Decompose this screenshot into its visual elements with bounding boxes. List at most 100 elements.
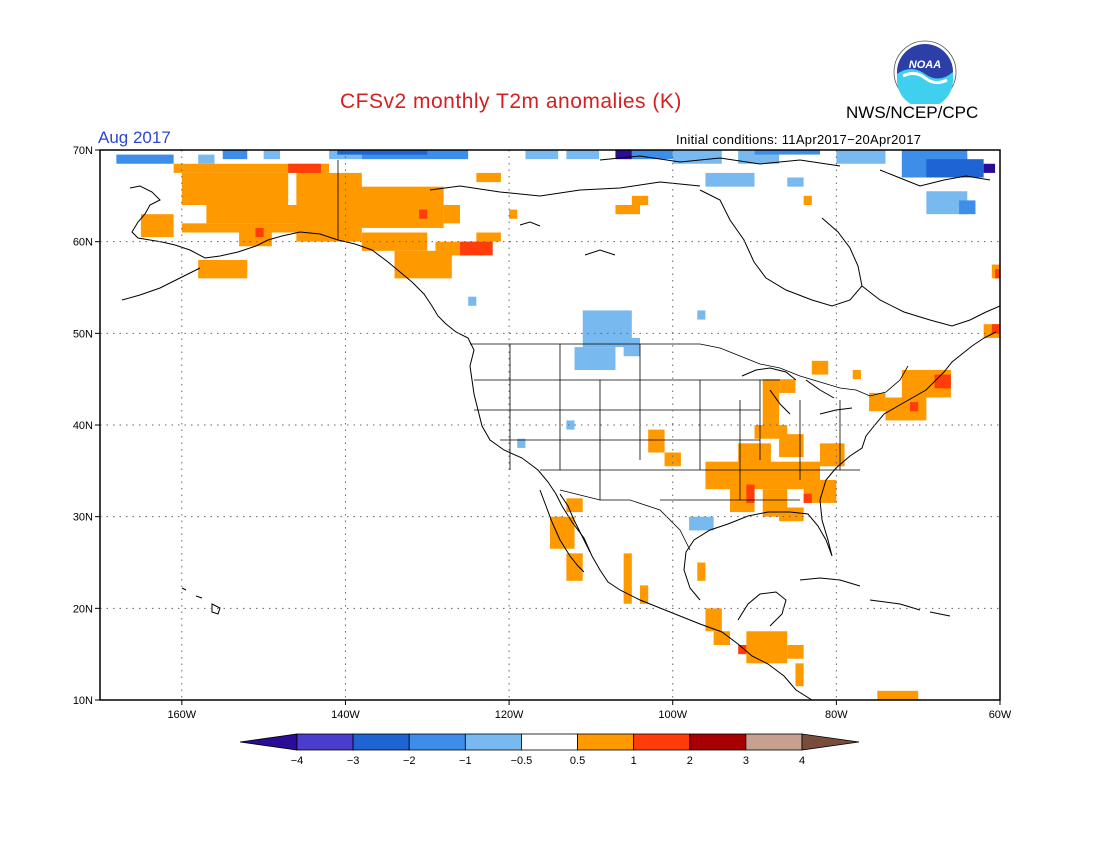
colorbar: −4 −3 −2 −1 −0.5 0.5 1 2 3 4	[239, 733, 860, 767]
colorbar-swatch	[408, 733, 466, 751]
longitude-tick-label: 140W	[331, 709, 360, 721]
anomaly-cell	[476, 232, 501, 242]
anomaly-cell	[615, 205, 640, 215]
anomaly-cell	[672, 150, 722, 164]
anomaly-cell	[738, 645, 747, 655]
anomaly-cell	[140, 214, 174, 238]
anomaly-cell	[689, 516, 714, 531]
colorbar-label: −4	[291, 755, 304, 767]
anomaly-cell	[869, 392, 886, 412]
anomaly-cell	[959, 200, 976, 215]
anomaly-cell	[926, 191, 968, 215]
anomaly-cell	[574, 347, 616, 370]
anomaly-cell	[615, 150, 632, 160]
colorbar-swatch	[745, 733, 803, 751]
anomaly-cell	[983, 163, 996, 173]
longitude-tick-label: 120W	[495, 709, 524, 721]
anomaly-cell	[713, 631, 730, 645]
latitude-tick-label: 50N	[73, 328, 93, 340]
anomaly-cell	[779, 379, 796, 393]
colorbar-label: 0.5	[570, 755, 585, 767]
anomaly-cells-layer	[116, 150, 1000, 700]
latitude-tick-label: 60N	[73, 237, 93, 249]
anomaly-cell	[640, 585, 649, 604]
colorbar-label: −2	[403, 755, 416, 767]
anomaly-cell	[697, 562, 706, 581]
noaa-logo-icon: NOAA	[893, 40, 957, 104]
colorbar-swatch	[521, 733, 578, 751]
colorbar-swatch	[464, 733, 522, 751]
colorbar-swatch	[296, 733, 354, 751]
anomaly-cell	[361, 150, 469, 160]
anomaly-cell	[697, 310, 706, 320]
anomaly-cell	[566, 498, 583, 513]
anomaly-cell	[263, 150, 280, 160]
anomaly-cell	[991, 324, 1000, 334]
anomaly-cell	[623, 337, 640, 357]
latitude-tick-label: 20N	[73, 603, 93, 615]
colorbar-label: −1	[459, 755, 472, 767]
anomaly-cell	[566, 553, 583, 581]
colorbar-swatch	[633, 733, 691, 751]
anomaly-cell	[443, 205, 460, 224]
anomaly-cell	[820, 443, 845, 467]
anomaly-cell	[779, 434, 804, 458]
anomaly-cell	[787, 645, 804, 659]
anomaly-cell	[754, 150, 820, 155]
anomaly-cell	[664, 452, 681, 467]
anomaly-cell	[460, 241, 493, 256]
anomaly-cell	[517, 438, 526, 448]
colorbar-high-extend	[801, 733, 860, 751]
latitude-tick-label: 70N	[73, 145, 93, 157]
anomaly-cell	[288, 163, 321, 173]
anomaly-cell	[705, 172, 755, 187]
longitude-labels: 160W 140W 120W 100W 80W 60W	[167, 700, 1012, 721]
colorbar-low-extend	[239, 733, 298, 751]
agency-label: NWS/NCEP/CPC	[846, 103, 979, 122]
anomaly-cell	[116, 154, 174, 164]
anomaly-cell	[476, 172, 501, 183]
anomaly-cell	[836, 150, 886, 164]
graticule-layer	[100, 150, 1000, 700]
anomaly-cell	[910, 402, 919, 412]
anomaly-cell	[934, 374, 951, 389]
anomaly-cell	[329, 186, 444, 228]
anomaly-cell	[255, 227, 264, 238]
anomaly-cell	[623, 553, 632, 604]
anomaly-cell	[746, 484, 755, 503]
colorbar-swatch	[577, 733, 635, 751]
latitude-labels: 70N 60N 50N 40N 30N 20N 10N	[73, 145, 100, 707]
anomaly-cell	[705, 608, 722, 632]
initial-conditions-label: Initial conditions: 11Apr2017−20Apr2017	[676, 132, 922, 147]
anomaly-cell	[468, 296, 477, 306]
anomaly-cell	[648, 429, 665, 453]
anomaly-cell	[803, 195, 812, 205]
anomaly-cell	[509, 209, 518, 219]
anomaly-cell	[173, 163, 330, 173]
anomaly-cell	[995, 269, 1000, 279]
anomaly-cell	[852, 370, 861, 380]
anomaly-cell	[631, 195, 649, 205]
colorbar-label: 3	[743, 755, 749, 767]
colorbar-label: −3	[347, 755, 360, 767]
anomaly-cell	[762, 379, 780, 425]
anomaly-cell	[181, 172, 289, 205]
longitude-tick-label: 80W	[825, 709, 848, 721]
anomaly-cell	[779, 507, 804, 522]
coastline-layer	[121, 155, 1000, 700]
anomaly-cell	[566, 420, 575, 430]
colorbar-label: 1	[631, 755, 637, 767]
political-borders-layer	[337, 160, 909, 551]
anomaly-cell	[566, 150, 600, 160]
anomaly-cell	[361, 232, 428, 251]
anomaly-cell	[329, 150, 362, 160]
colorbar-label: 4	[799, 755, 805, 767]
anomaly-cell	[746, 631, 788, 664]
anomaly-cell	[926, 159, 984, 178]
anomaly-cell	[795, 663, 804, 687]
anomaly-cell	[787, 177, 804, 187]
anomaly-cell	[525, 150, 559, 160]
colorbar-swatch	[689, 733, 747, 751]
anomaly-cell	[811, 360, 829, 375]
